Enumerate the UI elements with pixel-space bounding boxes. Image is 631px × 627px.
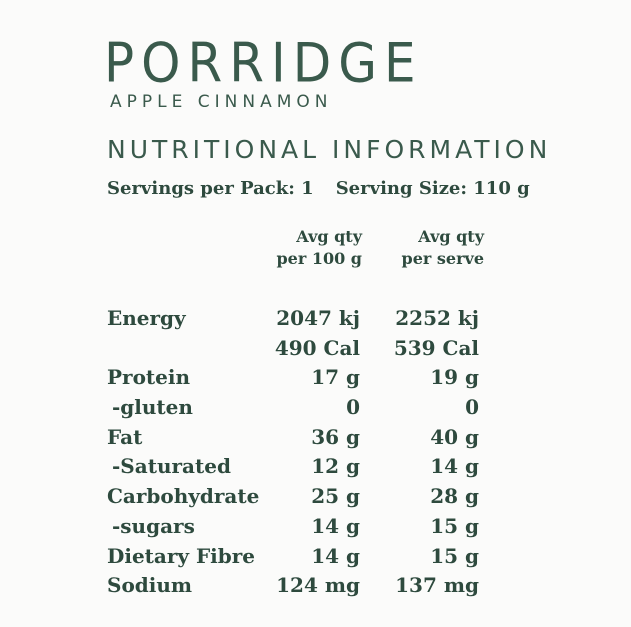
nutrient-label: Energy	[107, 306, 186, 330]
section-title: NUTRITIONAL INFORMATION	[107, 135, 552, 164]
column-header-line: per serve	[401, 249, 484, 268]
servings-per-pack: Servings per Pack: 1	[107, 178, 314, 199]
per-100g-value: 124 mg	[276, 573, 360, 598]
product-subtitle: APPLE CINNAMON	[110, 92, 333, 112]
per-serve-value: 15 g	[430, 513, 479, 538]
per-serve-value: 14 g	[430, 454, 479, 479]
table-row: -gluten 0 0	[0, 395, 631, 425]
column-header-line: per 100 g	[276, 249, 362, 268]
nutrition-table: Energy 2047 kj 2252 kj 490 Cal 539 Cal P…	[0, 306, 631, 603]
nutrient-label: Protein	[107, 365, 191, 390]
nutrient-label: -Saturated	[112, 454, 231, 479]
per-100g-value: 2047 kj	[276, 306, 360, 330]
table-row: Dietary Fibre 14 g 15 g	[0, 544, 631, 574]
table-row: Protein 17 g 19 g	[0, 365, 631, 395]
per-serve-value: 137 mg	[395, 573, 479, 598]
table-row: Energy 2047 kj 2252 kj	[0, 306, 631, 336]
table-row: Sodium 124 mg 137 mg	[0, 573, 631, 603]
per-100g-value: 25 g	[311, 484, 360, 509]
servings-line: Servings per Pack: 1 Serving Size: 110 g	[107, 178, 552, 199]
per-serve-value: 19 g	[430, 365, 479, 390]
per-serve-value: 2252 kj	[395, 306, 479, 330]
nutrient-label: -sugars	[112, 513, 195, 538]
per-100g-value: 0	[346, 395, 360, 420]
table-row: -sugars 14 g 15 g	[0, 514, 631, 544]
per-serve-value: 28 g	[430, 484, 479, 509]
nutrient-label: Carbohydrate	[107, 484, 260, 509]
per-serve-value: 15 g	[430, 543, 479, 568]
per-serve-value: 40 g	[430, 424, 479, 449]
column-header-per-100g: Avg qty per 100 g	[252, 226, 362, 270]
nutrient-label: -gluten	[112, 395, 193, 420]
per-100g-value: 17 g	[311, 365, 360, 390]
per-100g-value: 490 Cal	[274, 335, 360, 360]
per-100g-value: 12 g	[311, 454, 360, 479]
per-serve-value: 0	[465, 395, 479, 420]
nutrient-label: Sodium	[107, 573, 193, 598]
column-header-per-serve: Avg qty per serve	[372, 226, 484, 270]
column-header-line: Avg qty	[296, 227, 362, 246]
table-row: 490 Cal 539 Cal	[0, 336, 631, 366]
brand-title: PORRIDGE	[104, 31, 423, 95]
serving-size: Serving Size: 110 g	[335, 178, 530, 199]
table-row: Fat 36 g 40 g	[0, 425, 631, 455]
table-row: -Saturated 12 g 14 g	[0, 454, 631, 484]
table-row: Carbohydrate 25 g 28 g	[0, 484, 631, 514]
per-100g-value: 14 g	[311, 513, 360, 538]
per-serve-value: 539 Cal	[393, 335, 479, 360]
nutrient-label: Fat	[107, 424, 143, 449]
column-header-line: Avg qty	[418, 227, 484, 246]
nutrient-label: Dietary Fibre	[107, 543, 256, 568]
per-100g-value: 14 g	[311, 543, 360, 568]
per-100g-value: 36 g	[311, 424, 360, 449]
